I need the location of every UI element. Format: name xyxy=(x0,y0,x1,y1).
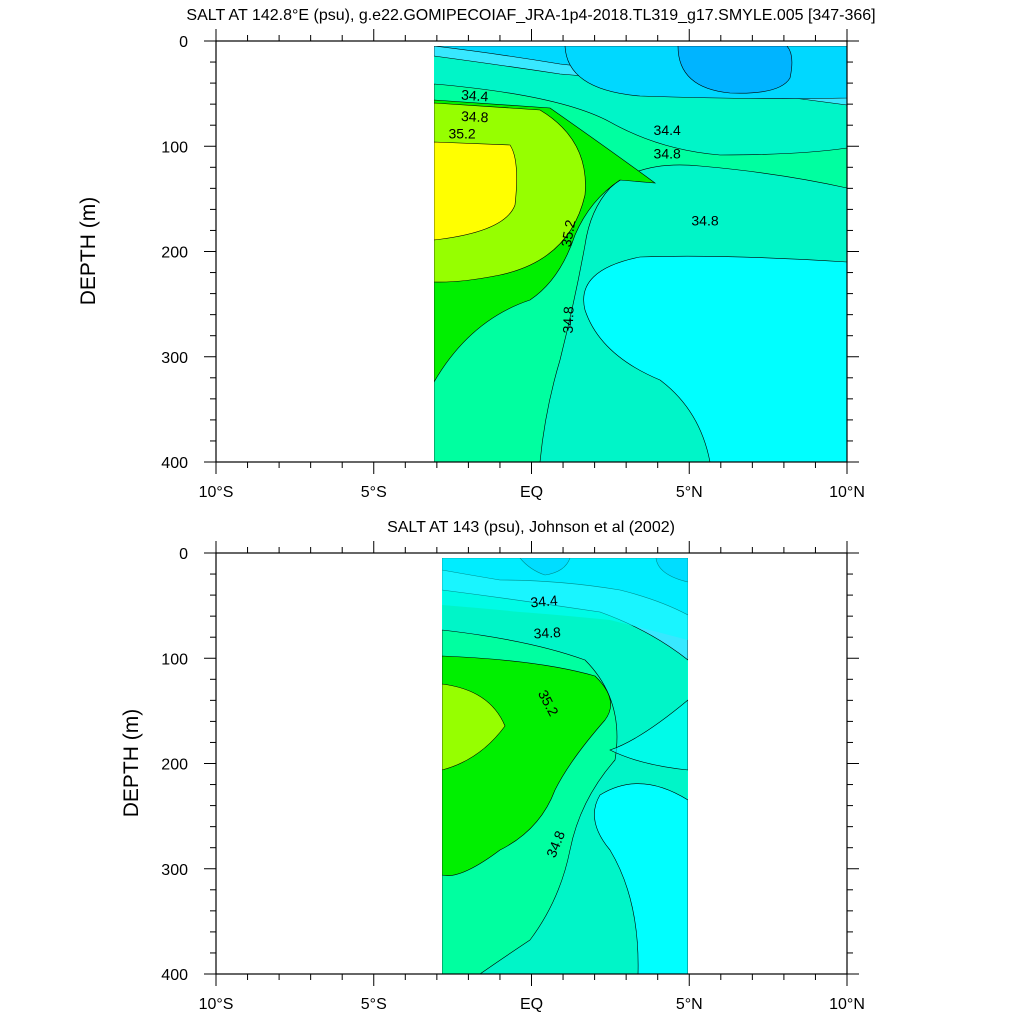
fill-band xyxy=(434,141,517,241)
contour-fill-area xyxy=(434,46,847,462)
contour-label: 35.2 xyxy=(558,218,579,248)
fill-band xyxy=(442,683,506,771)
contour-labels: 34.434.835.234.8 xyxy=(530,592,568,860)
x-tick-label: 10°S xyxy=(199,996,234,1013)
y-tick-label: 400 xyxy=(161,967,188,984)
contour-label: 34.8 xyxy=(533,624,561,641)
x-tick-label: EQ xyxy=(520,484,543,501)
y-tick-label: 300 xyxy=(161,350,188,367)
contour-label: 34.8 xyxy=(654,145,681,161)
fill-band xyxy=(583,255,847,462)
y-axis-label: DEPTH (m) xyxy=(77,197,100,306)
y-tick-label: 200 xyxy=(161,245,188,262)
panel-model: SALT AT 142.8°E (psu), g.e22.GOMIPECOIAF… xyxy=(77,7,876,501)
contour-label: 34.8 xyxy=(461,108,489,125)
tick-marks xyxy=(204,29,859,474)
x-tick-label: 5°S xyxy=(361,484,387,501)
contour-label: 34.8 xyxy=(691,213,718,229)
y-tick-label: 400 xyxy=(161,455,188,472)
y-tick-label: 300 xyxy=(161,862,188,879)
panel-observations: SALT AT 143 (psu), Johnson et al (2002) … xyxy=(120,519,865,1013)
x-tick-label: 5°N xyxy=(676,996,703,1013)
contour-label: 35.2 xyxy=(448,125,475,141)
y-tick-labels: 0 100 200 300 400 xyxy=(161,34,188,472)
contour-fill-area xyxy=(442,558,688,974)
x-tick-label: 5°S xyxy=(361,996,387,1013)
fill-band xyxy=(609,699,688,771)
y-axis-label: DEPTH (m) xyxy=(120,709,143,818)
contour-label: 34.4 xyxy=(654,122,681,138)
x-tick-label: 10°S xyxy=(199,484,234,501)
fill-band xyxy=(594,783,688,974)
y-tick-label: 0 xyxy=(179,546,188,563)
contour-label: 34.8 xyxy=(560,306,577,334)
y-tick-label: 100 xyxy=(161,651,188,668)
y-tick-label: 0 xyxy=(179,34,188,51)
contour-label: 34.4 xyxy=(530,592,559,610)
x-tick-label: 5°N xyxy=(676,484,703,501)
tick-marks xyxy=(204,541,859,986)
x-tick-label: 10°N xyxy=(829,996,865,1013)
y-tick-labels: 0 100 200 300 400 xyxy=(161,546,188,984)
fill-band xyxy=(677,46,793,94)
fill-band xyxy=(442,558,688,640)
contour-labels: 34.434.835.2 34.434.834.835.234.8 xyxy=(448,87,718,334)
x-tick-label: EQ xyxy=(520,996,543,1013)
contour-label: 34.4 xyxy=(461,87,490,105)
panel-title: SALT AT 142.8°E (psu), g.e22.GOMIPECOIAF… xyxy=(186,7,875,24)
x-tick-labels: 10°S 5°S EQ 5°N 10°N xyxy=(199,996,865,1013)
x-tick-label: 10°N xyxy=(829,484,865,501)
panel-title: SALT AT 143 (psu), Johnson et al (2002) xyxy=(387,519,675,536)
y-tick-label: 200 xyxy=(161,757,188,774)
y-tick-label: 100 xyxy=(161,139,188,156)
x-tick-labels: 10°S 5°S EQ 5°N 10°N xyxy=(199,484,865,501)
